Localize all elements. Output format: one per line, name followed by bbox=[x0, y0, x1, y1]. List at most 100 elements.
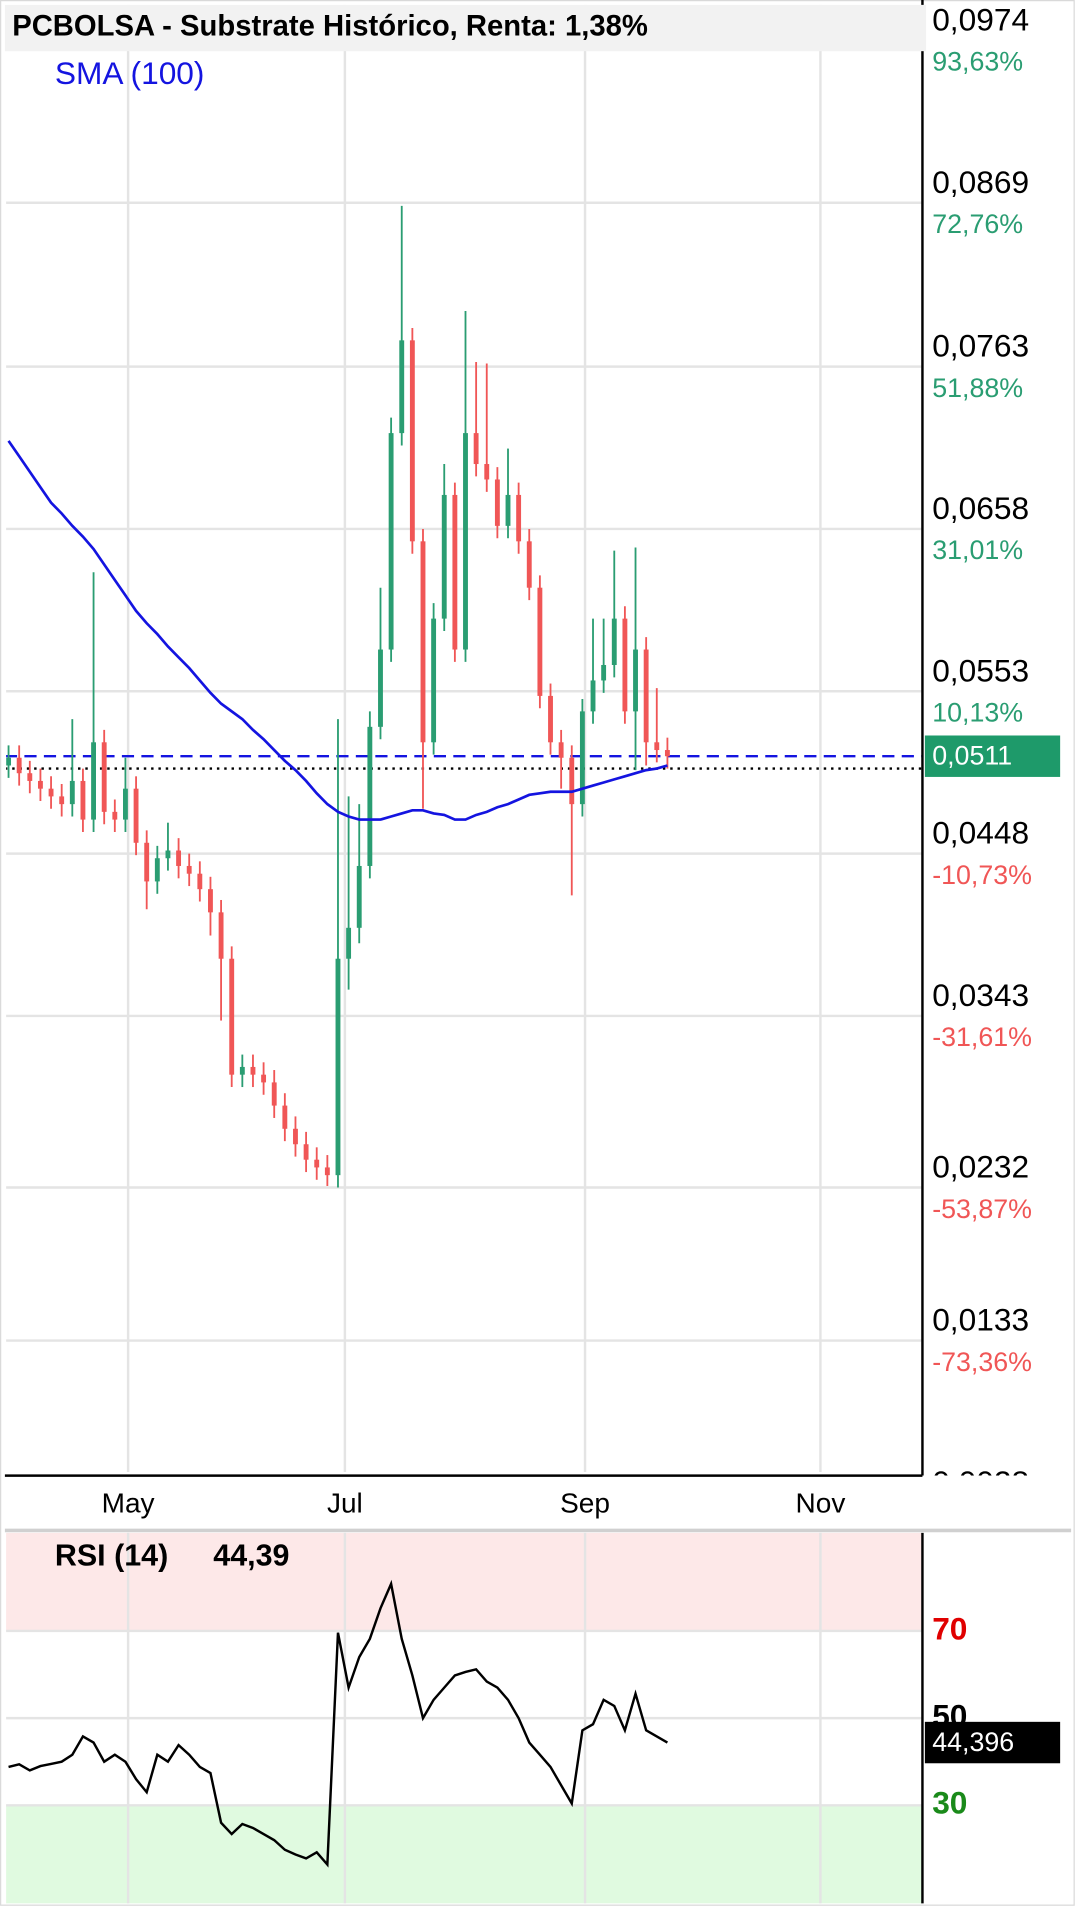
y-tick-percent: 31,01% bbox=[932, 535, 1023, 565]
candle-body bbox=[261, 1074, 267, 1083]
candle-body bbox=[48, 788, 54, 797]
candle-body bbox=[314, 1159, 320, 1168]
candle-body bbox=[664, 750, 670, 757]
y-tick-label: 0,0232 bbox=[932, 1149, 1029, 1185]
candle-body bbox=[494, 479, 500, 526]
candle-body bbox=[324, 1167, 330, 1176]
candle-body bbox=[218, 912, 224, 959]
title-background bbox=[4, 4, 927, 52]
y-tick-label: 0,0133 bbox=[932, 1302, 1029, 1338]
candle-body bbox=[186, 865, 192, 874]
last-price-box bbox=[924, 735, 1061, 777]
y-tick-percent: 72,76% bbox=[932, 209, 1023, 239]
candle-body bbox=[229, 958, 235, 1075]
candle-body bbox=[16, 757, 22, 774]
y-tick-percent: -31,61% bbox=[932, 1022, 1032, 1052]
candle-body bbox=[6, 757, 11, 766]
candle-body bbox=[431, 618, 437, 743]
x-axis-labels: May Jul Sep Nov bbox=[102, 1487, 846, 1518]
candle-body bbox=[112, 811, 118, 820]
candle-body bbox=[303, 1144, 309, 1160]
candle-body bbox=[409, 340, 415, 542]
candle-body bbox=[484, 464, 490, 480]
candle-body bbox=[293, 1128, 298, 1145]
y-tick-label: 0,0343 bbox=[932, 977, 1029, 1013]
candle-body bbox=[548, 695, 553, 743]
candle-body bbox=[197, 873, 203, 890]
y-tick-percent: -53,87% bbox=[932, 1194, 1032, 1224]
candle-body bbox=[271, 1082, 277, 1106]
x-tick-label: Sep bbox=[560, 1487, 610, 1518]
last-value-box bbox=[924, 1721, 1061, 1764]
candle-body bbox=[144, 842, 150, 882]
last-price-label: 0,0511 bbox=[932, 741, 1012, 771]
candle-body bbox=[101, 742, 107, 812]
candle-body bbox=[505, 494, 511, 526]
rsi-current: 44,39 bbox=[213, 1538, 289, 1572]
candle-body bbox=[176, 850, 182, 866]
candle-body bbox=[239, 1066, 245, 1075]
candle-body bbox=[80, 780, 86, 820]
x-tick-label: Jul bbox=[327, 1487, 363, 1518]
candle-body bbox=[378, 649, 383, 727]
candle-body bbox=[59, 796, 65, 805]
y-tick-label: 0,0869 bbox=[932, 164, 1029, 200]
candle-body bbox=[654, 742, 660, 751]
chart-title: PCBOLSA - Substrate Histórico, Renta: 1,… bbox=[12, 11, 648, 43]
y-tick-label: 0,0974 bbox=[932, 2, 1029, 38]
candle-body bbox=[399, 340, 405, 434]
candle-body bbox=[558, 742, 564, 758]
y-tick-label: 0,0028 bbox=[932, 1464, 1029, 1500]
y-tick-label: 0,0553 bbox=[932, 652, 1029, 688]
y-tick-label: 0,0448 bbox=[932, 815, 1029, 851]
x-tick-label: Nov bbox=[796, 1487, 846, 1518]
candle-body bbox=[463, 433, 468, 650]
candle-body bbox=[37, 780, 43, 789]
candle-body bbox=[356, 865, 362, 928]
candle-body bbox=[165, 850, 171, 859]
rsi-zone bbox=[6, 1532, 923, 1631]
rsi-zone bbox=[6, 1805, 923, 1904]
candle-body bbox=[346, 927, 352, 959]
candle-body bbox=[420, 541, 426, 743]
y-tick-percent: 10,13% bbox=[932, 698, 1023, 728]
candle-body bbox=[27, 773, 33, 781]
candle-body bbox=[473, 433, 479, 465]
candle-body bbox=[123, 788, 128, 820]
sma-line bbox=[7, 440, 668, 821]
candle-body bbox=[282, 1105, 288, 1129]
candle-body bbox=[516, 494, 522, 542]
candle-body bbox=[335, 958, 341, 1176]
candle-body bbox=[643, 649, 649, 743]
candle-body bbox=[250, 1066, 256, 1075]
y-tick-label: 30 bbox=[932, 1785, 967, 1821]
candle-body bbox=[611, 618, 617, 665]
candle-body bbox=[537, 587, 543, 696]
candle-body bbox=[367, 726, 373, 866]
rsi-line bbox=[8, 1579, 669, 1868]
candle-body bbox=[388, 433, 394, 650]
candle-body bbox=[633, 649, 638, 712]
candle-body bbox=[133, 788, 139, 843]
y-tick-label: 0,0658 bbox=[932, 490, 1029, 526]
rsi-title: RSI (14) bbox=[55, 1538, 168, 1572]
candle-body bbox=[91, 742, 96, 820]
candle-body bbox=[579, 711, 585, 805]
candle-body bbox=[208, 889, 213, 913]
candle-body bbox=[601, 664, 607, 681]
last-value-label: 44,396 bbox=[932, 1727, 1014, 1757]
y-tick-percent: -10,73% bbox=[932, 860, 1032, 890]
candle-body bbox=[590, 680, 596, 712]
legend-sma: SMA (100) bbox=[55, 55, 205, 91]
candle-body bbox=[452, 494, 458, 650]
candle-body bbox=[154, 858, 160, 882]
y-tick-label: 0,0763 bbox=[932, 328, 1029, 364]
candle-body bbox=[69, 780, 75, 805]
y-tick-percent: 51,88% bbox=[932, 373, 1023, 403]
x-axis-band bbox=[4, 1475, 1072, 1530]
candle-body bbox=[441, 494, 447, 619]
candle-body bbox=[569, 757, 575, 805]
